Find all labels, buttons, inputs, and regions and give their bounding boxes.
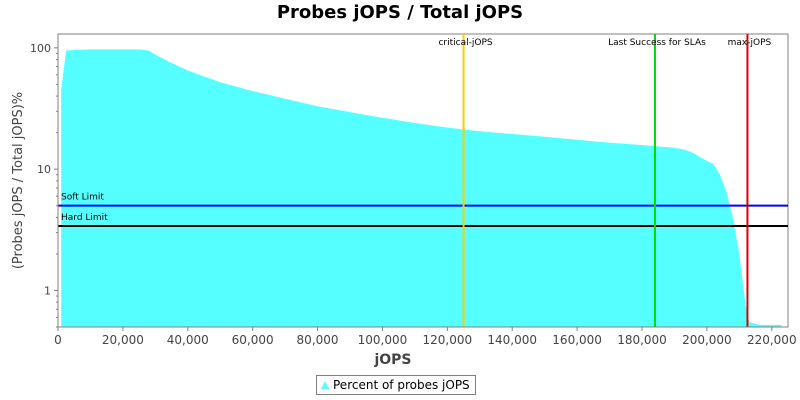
vline-label-0: critical-jOPS <box>438 38 492 48</box>
x-axis-title: jOPS <box>373 352 411 368</box>
x-tick-label: 80,000 <box>297 333 339 347</box>
x-tick-label: 220,000 <box>747 333 797 347</box>
series-area-0 <box>61 49 782 328</box>
x-tick-label: 20,000 <box>102 333 144 347</box>
x-tick-label: 60,000 <box>232 333 274 347</box>
x-tick-label: 100,000 <box>358 333 408 347</box>
y-tick-label: 10 <box>37 163 51 176</box>
x-tick-label: 120,000 <box>423 333 473 347</box>
chart-title: Probes jOPS / Total jOPS <box>276 2 524 23</box>
vline-label-1: Last Success for SLAs <box>608 38 706 48</box>
x-tick-label: 180,000 <box>617 333 667 347</box>
x-tick-label: 140,000 <box>487 333 537 347</box>
legend: Percent of probes jOPS <box>316 375 476 395</box>
y-axis-title: (Probes jOPS / Total jOPS)% <box>11 92 26 269</box>
hline-label-1: Hard Limit <box>61 213 108 223</box>
x-tick-label: 0 <box>54 333 62 347</box>
x-tick-label: 200,000 <box>682 333 732 347</box>
y-tick-label: 100 <box>30 42 51 55</box>
vline-label-2: max-jOPS <box>728 38 772 48</box>
hline-label-0: Soft Limit <box>61 193 104 203</box>
x-tick-label: 40,000 <box>167 333 209 347</box>
legend-label: Percent of probes jOPS <box>333 378 470 392</box>
legend-swatch-icon <box>321 381 329 389</box>
x-tick-label: 160,000 <box>552 333 602 347</box>
y-tick-label: 1 <box>44 284 51 297</box>
